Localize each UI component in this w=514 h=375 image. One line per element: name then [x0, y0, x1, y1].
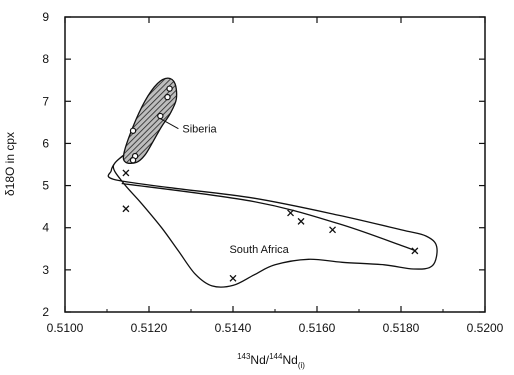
south-africa-point [122, 169, 130, 177]
x-axis-label: 143Nd/144Nd(i) [237, 352, 305, 370]
siberia-point [129, 157, 137, 164]
south-africa-point [411, 247, 419, 255]
x-tick-label: 0.5180 [383, 321, 420, 335]
y-tick-label: 3 [42, 263, 49, 277]
south-africa-point [287, 209, 294, 217]
south-africa-point [297, 217, 305, 225]
x-label-mid1: Nd/ [250, 353, 269, 367]
x-tick-label: 0.5100 [47, 321, 84, 335]
y-tick-label: 6 [42, 136, 49, 150]
y-tick-label: 8 [42, 52, 49, 66]
siberia-label: Siberia [182, 124, 217, 136]
siberia-field [122, 77, 178, 165]
y-tick-label: 9 [42, 10, 49, 24]
region-layer [107, 77, 438, 288]
y-axis-label: δ18O in cpx [3, 132, 17, 196]
siberia-point [164, 93, 171, 101]
y-tick-label: 7 [42, 94, 49, 108]
y-axis: 2 3 4 5 6 7 8 9 [42, 10, 485, 319]
x-label-sub: (i) [298, 361, 305, 370]
plot-frame [64, 16, 486, 313]
x-tick-label: 0.5160 [299, 321, 336, 335]
y-tick-label: 2 [42, 305, 49, 319]
x-tick-label: 0.5140 [215, 321, 252, 335]
siberia-leader [160, 118, 179, 130]
x-label-mid2: Nd [282, 353, 297, 367]
x-label-sup2: 144 [269, 352, 283, 361]
siberia-point [166, 85, 173, 92]
x-tick-label: 0.5120 [131, 321, 168, 335]
y-tick-label: 5 [42, 179, 49, 193]
x-axis: 0.5100 0.5120 0.5140 0.5160 0.5180 0.5200 [47, 17, 504, 335]
x-tick-label: 0.5200 [467, 321, 504, 335]
south-africa-field [107, 154, 438, 288]
siberia-point [157, 112, 164, 120]
south-africa-point [229, 274, 237, 282]
annotation-layer: Siberia South Africa [160, 118, 290, 256]
south-africa-label: South Africa [229, 244, 289, 256]
marker-layer [122, 85, 419, 282]
x-label-sup1: 143 [237, 352, 251, 361]
siberia-point [129, 127, 137, 134]
south-africa-point [122, 205, 130, 213]
y-tick-label: 4 [42, 221, 49, 235]
south-africa-point [329, 226, 336, 234]
south-africa-inner [121, 182, 416, 252]
